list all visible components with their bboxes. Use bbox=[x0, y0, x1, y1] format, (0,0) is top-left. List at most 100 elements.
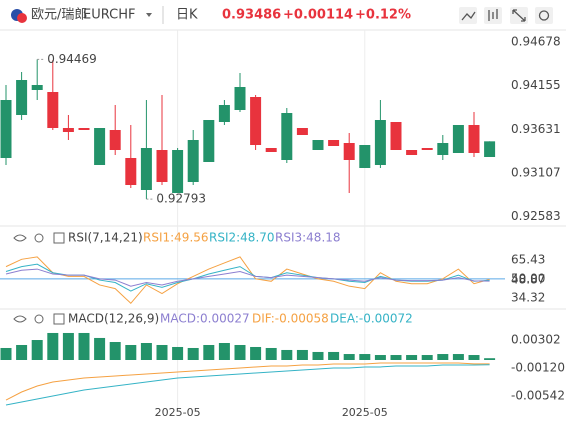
visibility-icon[interactable] bbox=[13, 315, 27, 323]
y-tick-label: 65.43 bbox=[511, 253, 545, 267]
histogram-bar bbox=[359, 354, 371, 360]
candle-body bbox=[47, 92, 59, 128]
histogram-bar bbox=[328, 351, 340, 360]
histogram-bar bbox=[125, 344, 137, 360]
series-line bbox=[5, 364, 490, 406]
candle-body bbox=[125, 158, 137, 185]
checkbox[interactable] bbox=[53, 232, 65, 244]
y-tick-label: 0.00302 bbox=[511, 332, 561, 346]
dropdown-icon[interactable] bbox=[146, 13, 152, 17]
series-line bbox=[5, 268, 490, 287]
histogram-bar bbox=[62, 332, 74, 360]
histogram-bar bbox=[421, 355, 433, 360]
candle-body bbox=[62, 128, 74, 132]
histogram-bar bbox=[16, 344, 28, 360]
y-tick-label: 0.92583 bbox=[511, 209, 561, 223]
candle-body bbox=[343, 143, 355, 160]
symbol[interactable]: EURCHF bbox=[83, 8, 135, 23]
histogram-bar bbox=[172, 346, 184, 360]
candle-body bbox=[31, 85, 43, 90]
histogram-bar bbox=[94, 337, 106, 360]
histogram-bar bbox=[374, 355, 386, 360]
candle-body bbox=[187, 140, 199, 182]
histogram-bar bbox=[31, 340, 43, 360]
candle-body bbox=[359, 145, 371, 168]
y-tick-label: 0.94155 bbox=[511, 78, 561, 92]
settings-icon[interactable] bbox=[538, 10, 550, 21]
symbol-name: 欧元/瑞郎 bbox=[31, 8, 87, 23]
legend-entry: DIF:-0.00058 bbox=[252, 312, 329, 326]
x-tick-label: 2025-05 bbox=[155, 406, 201, 419]
candle-body bbox=[281, 113, 293, 160]
legend-entry: RSI1:49.56 bbox=[143, 231, 209, 245]
histogram-bar bbox=[218, 343, 230, 360]
histogram-bar bbox=[250, 346, 262, 360]
checkbox[interactable] bbox=[53, 313, 65, 325]
indicator-title: MACD(12,26,9) bbox=[68, 312, 159, 326]
histogram-bar bbox=[312, 351, 324, 360]
histogram-bar bbox=[390, 355, 402, 360]
legend-entry: RSI2:48.70 bbox=[209, 231, 275, 245]
histogram-bar bbox=[437, 354, 449, 360]
toolbar bbox=[459, 7, 553, 24]
candle-body bbox=[468, 125, 480, 153]
candle-body bbox=[312, 140, 324, 150]
histogram-bar bbox=[468, 355, 480, 360]
y-tick-label: -0.00542 bbox=[511, 388, 565, 402]
histogram-bar bbox=[265, 347, 277, 360]
histogram-bar bbox=[343, 354, 355, 360]
candle-body bbox=[250, 97, 262, 145]
histogram-bar bbox=[296, 349, 308, 360]
price: 0.93486 bbox=[222, 8, 281, 23]
rsi-toolbar bbox=[13, 232, 65, 325]
y-tick-label: 0.93107 bbox=[511, 165, 561, 179]
candle-body bbox=[437, 143, 449, 155]
candle-body bbox=[374, 120, 386, 165]
series-line bbox=[5, 362, 490, 401]
indicator-title: RSI(7,14,21) bbox=[68, 231, 143, 245]
settings-button[interactable] bbox=[535, 7, 553, 24]
candle-body bbox=[78, 128, 90, 130]
candle-body bbox=[484, 141, 496, 157]
candle-body bbox=[234, 87, 246, 110]
series-line bbox=[5, 256, 490, 305]
histogram-bar bbox=[47, 332, 59, 360]
low-label: 0.92793 bbox=[156, 192, 206, 206]
change-pct: +0.12% bbox=[355, 8, 411, 23]
settings-icon[interactable] bbox=[34, 314, 44, 324]
candle-body bbox=[390, 122, 402, 150]
candle-body bbox=[16, 80, 28, 115]
histogram-bar bbox=[0, 347, 12, 360]
x-tick-label: 2025-05 bbox=[342, 406, 388, 419]
legend-entry: DEA:-0.00072 bbox=[330, 312, 413, 326]
histogram-bar bbox=[203, 344, 215, 360]
candle-body bbox=[328, 140, 340, 146]
candle-body bbox=[156, 150, 168, 182]
candle-body bbox=[296, 128, 308, 135]
draw-icon[interactable] bbox=[461, 11, 476, 21]
visibility-icon[interactable] bbox=[13, 234, 27, 242]
y-tick-label: 34.32 bbox=[511, 291, 545, 305]
histogram-bar bbox=[156, 344, 168, 360]
candle-body bbox=[265, 148, 277, 152]
change: +0.00114 bbox=[283, 8, 353, 23]
candle-body bbox=[140, 148, 152, 190]
histogram-bar bbox=[109, 342, 121, 360]
fullscreen-icon[interactable] bbox=[512, 9, 526, 22]
y-tick-label: 0.93631 bbox=[511, 122, 561, 136]
period[interactable]: 日K bbox=[176, 8, 198, 23]
y-tick-label: 48.87 bbox=[511, 273, 545, 287]
candle-body bbox=[109, 130, 121, 150]
histogram-bar bbox=[406, 355, 418, 360]
candle-body bbox=[421, 148, 433, 150]
histogram-bar bbox=[187, 347, 199, 360]
legend-entry: RSI3:48.18 bbox=[275, 231, 341, 245]
histogram-bar bbox=[140, 343, 152, 360]
indicator-icon[interactable] bbox=[488, 9, 498, 21]
histogram-bar bbox=[484, 358, 496, 360]
y-tick-label: 0.94678 bbox=[511, 35, 561, 49]
y-tick-label: 50.00 bbox=[511, 271, 545, 285]
flag-icon bbox=[17, 13, 27, 23]
candle-body bbox=[172, 150, 184, 193]
settings-icon[interactable] bbox=[34, 233, 44, 243]
